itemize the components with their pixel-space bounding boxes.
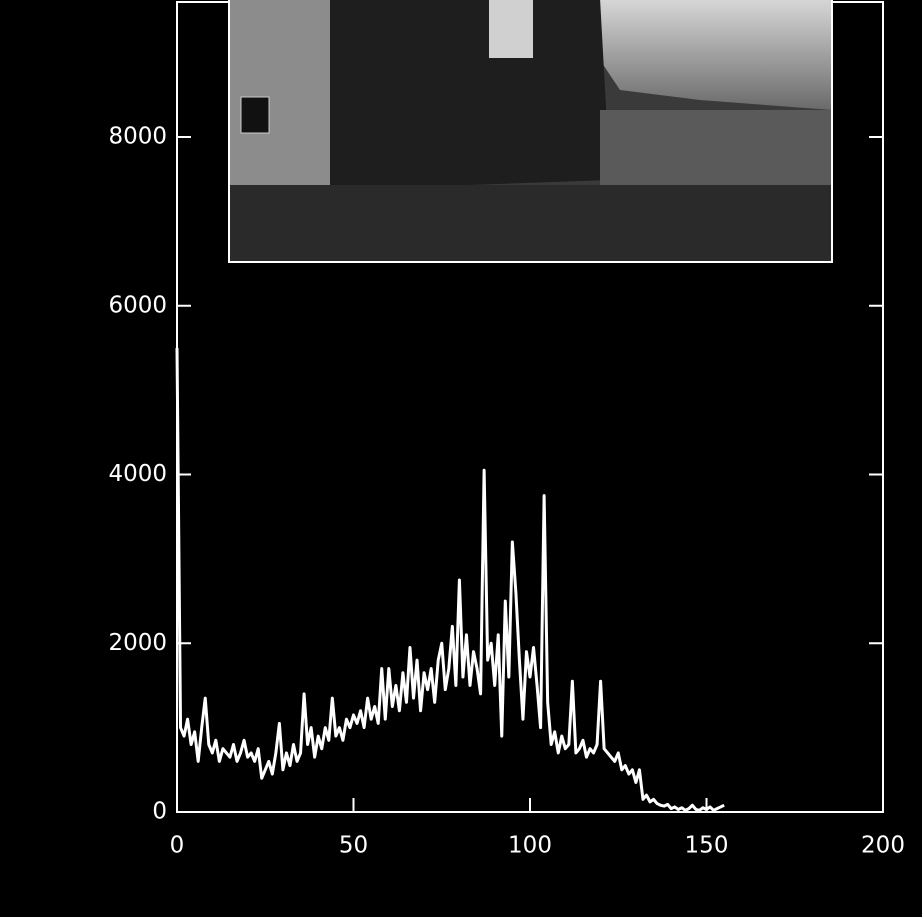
plot-area: 0 2000 4000 6000 8000 0 50 100 150 200 <box>108 1 905 859</box>
histogram-line <box>175 347 725 812</box>
inset-photo <box>228 0 833 263</box>
x-tick-label: 50 <box>339 833 368 859</box>
y-tick-label: 8000 <box>108 124 167 150</box>
y-tick-label: 2000 <box>108 630 167 656</box>
photo-building <box>229 0 330 200</box>
photo-field <box>600 110 832 190</box>
photo-ice-sign <box>240 96 270 134</box>
photo-border <box>228 0 833 263</box>
y-tick-label: 0 <box>152 799 167 825</box>
photo-sign <box>489 0 533 58</box>
x-tick-label: 200 <box>861 833 905 859</box>
photo-trees <box>330 0 610 190</box>
photo-road <box>229 185 832 262</box>
y-tick-label: 6000 <box>108 292 167 318</box>
x-tick-label: 150 <box>685 833 729 859</box>
y-tick-label: 4000 <box>108 461 167 487</box>
x-tick-label: 0 <box>170 833 185 859</box>
photo-hills <box>590 0 832 110</box>
x-tick-label: 100 <box>508 833 552 859</box>
